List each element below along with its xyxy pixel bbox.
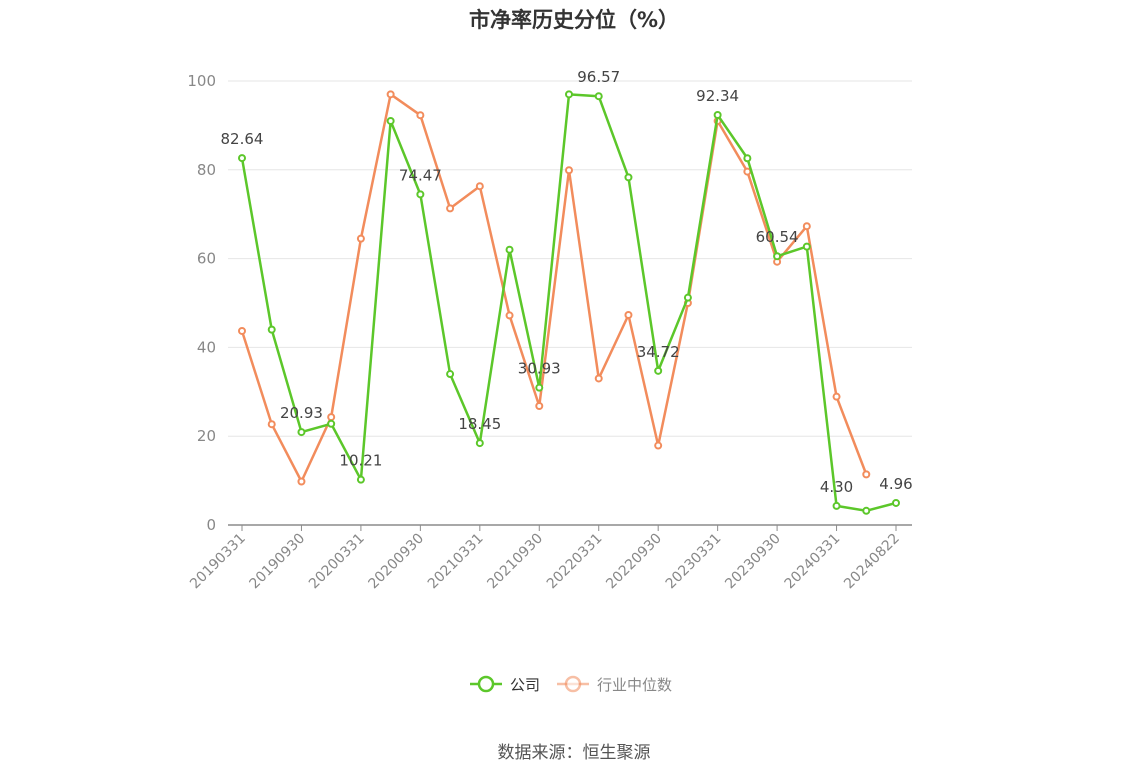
data-label: 92.34 — [696, 87, 739, 105]
y-tick-label: 40 — [197, 338, 216, 356]
point-company[interactable] — [624, 173, 633, 182]
x-tick-label: 20200930 — [365, 531, 427, 593]
y-tick-label: 0 — [206, 516, 216, 534]
x-tick-label: 20190331 — [187, 531, 249, 593]
point-industry-median[interactable] — [327, 413, 336, 422]
data-label: 82.64 — [221, 130, 264, 148]
point-company[interactable] — [386, 116, 395, 125]
point-industry-median[interactable] — [505, 311, 514, 320]
data-label: 96.57 — [577, 68, 620, 86]
x-tick-label: 20220331 — [544, 531, 606, 593]
y-axis: 0 20 40 60 80 100 — [187, 72, 216, 534]
point-industry-median[interactable] — [832, 392, 841, 401]
data-label: 4.30 — [820, 478, 853, 496]
data-label: 20.93 — [280, 404, 323, 422]
point-company[interactable] — [565, 90, 573, 99]
legend-item-industry-median[interactable]: 行业中位数 — [557, 675, 672, 694]
y-tick-label: 100 — [187, 72, 216, 90]
point-industry-median[interactable] — [475, 182, 484, 191]
legend-marker-icon — [477, 675, 495, 693]
x-tick-label: 20240331 — [782, 531, 844, 593]
legend-item-company[interactable]: 公司 — [470, 675, 540, 694]
point-company[interactable] — [297, 428, 306, 437]
legend-label: 行业中位数 — [597, 676, 672, 694]
data-label: 74.47 — [399, 166, 442, 184]
point-company[interactable] — [267, 325, 276, 334]
data-labels: 82.64 20.93 10.21 74.47 18.45 30.93 96.57 34.72… — [221, 68, 913, 496]
y-tick-label: 60 — [197, 250, 216, 268]
point-company[interactable] — [535, 383, 544, 392]
point-company[interactable] — [416, 190, 425, 199]
chart-title: 市净率历史分位（%） — [468, 8, 680, 32]
point-industry-median[interactable] — [594, 374, 603, 383]
data-label: 18.45 — [458, 415, 501, 433]
x-tick-label: 20230930 — [722, 531, 784, 593]
x-tick-label: 20210930 — [484, 531, 546, 593]
x-tick-label: 20190930 — [247, 531, 309, 593]
point-company[interactable] — [327, 419, 336, 428]
legend[interactable]: 公司 行业中位数 — [470, 675, 672, 694]
data-label: 34.72 — [637, 343, 680, 361]
point-company[interactable] — [238, 154, 246, 163]
point-company[interactable] — [475, 439, 484, 448]
x-tick-label: 20210331 — [425, 531, 487, 593]
x-tick-label: 20230331 — [663, 531, 725, 593]
point-company[interactable] — [892, 498, 900, 507]
data-source: 数据来源：恒生聚源 — [497, 743, 651, 763]
point-company[interactable] — [356, 475, 365, 484]
point-company[interactable] — [446, 370, 455, 379]
point-company[interactable] — [713, 111, 722, 120]
point-company[interactable] — [743, 154, 752, 163]
x-tick-label: 20240822 — [841, 531, 903, 593]
legend-label: 公司 — [510, 676, 540, 694]
point-industry-median[interactable] — [802, 222, 811, 231]
series-layer — [238, 90, 900, 515]
point-industry-median[interactable] — [862, 470, 871, 479]
point-company[interactable] — [654, 366, 663, 375]
point-industry-median[interactable] — [565, 166, 573, 175]
data-label: 10.21 — [339, 452, 382, 470]
point-company[interactable] — [802, 242, 811, 251]
point-company[interactable] — [832, 501, 841, 510]
legend-marker-icon — [564, 675, 582, 693]
data-label: 4.96 — [879, 475, 912, 493]
y-tick-label: 20 — [197, 427, 216, 445]
point-company[interactable] — [683, 293, 692, 302]
x-axis: 2019033120190930202003312020093020210331… — [187, 524, 912, 593]
point-industry-median[interactable] — [446, 204, 455, 213]
point-industry-median[interactable] — [386, 90, 395, 99]
point-industry-median[interactable] — [238, 326, 246, 335]
point-industry-median[interactable] — [535, 402, 544, 411]
point-company[interactable] — [862, 506, 871, 515]
point-industry-median[interactable] — [654, 441, 663, 450]
series-line-industry-median — [240, 93, 868, 483]
x-tick-label: 20220930 — [603, 531, 665, 593]
point-company[interactable] — [773, 252, 782, 261]
point-industry-median[interactable] — [416, 111, 425, 120]
point-industry-median[interactable] — [624, 310, 633, 319]
x-tick-label: 20200331 — [306, 531, 368, 593]
point-company[interactable] — [505, 245, 514, 254]
series-line-company — [240, 93, 897, 513]
data-label: 30.93 — [518, 360, 561, 378]
y-tick-label: 80 — [197, 161, 216, 179]
point-industry-median[interactable] — [356, 234, 365, 243]
point-company[interactable] — [594, 92, 603, 101]
point-industry-median[interactable] — [297, 477, 306, 486]
point-industry-median[interactable] — [267, 420, 276, 429]
data-label: 60.54 — [756, 228, 799, 246]
